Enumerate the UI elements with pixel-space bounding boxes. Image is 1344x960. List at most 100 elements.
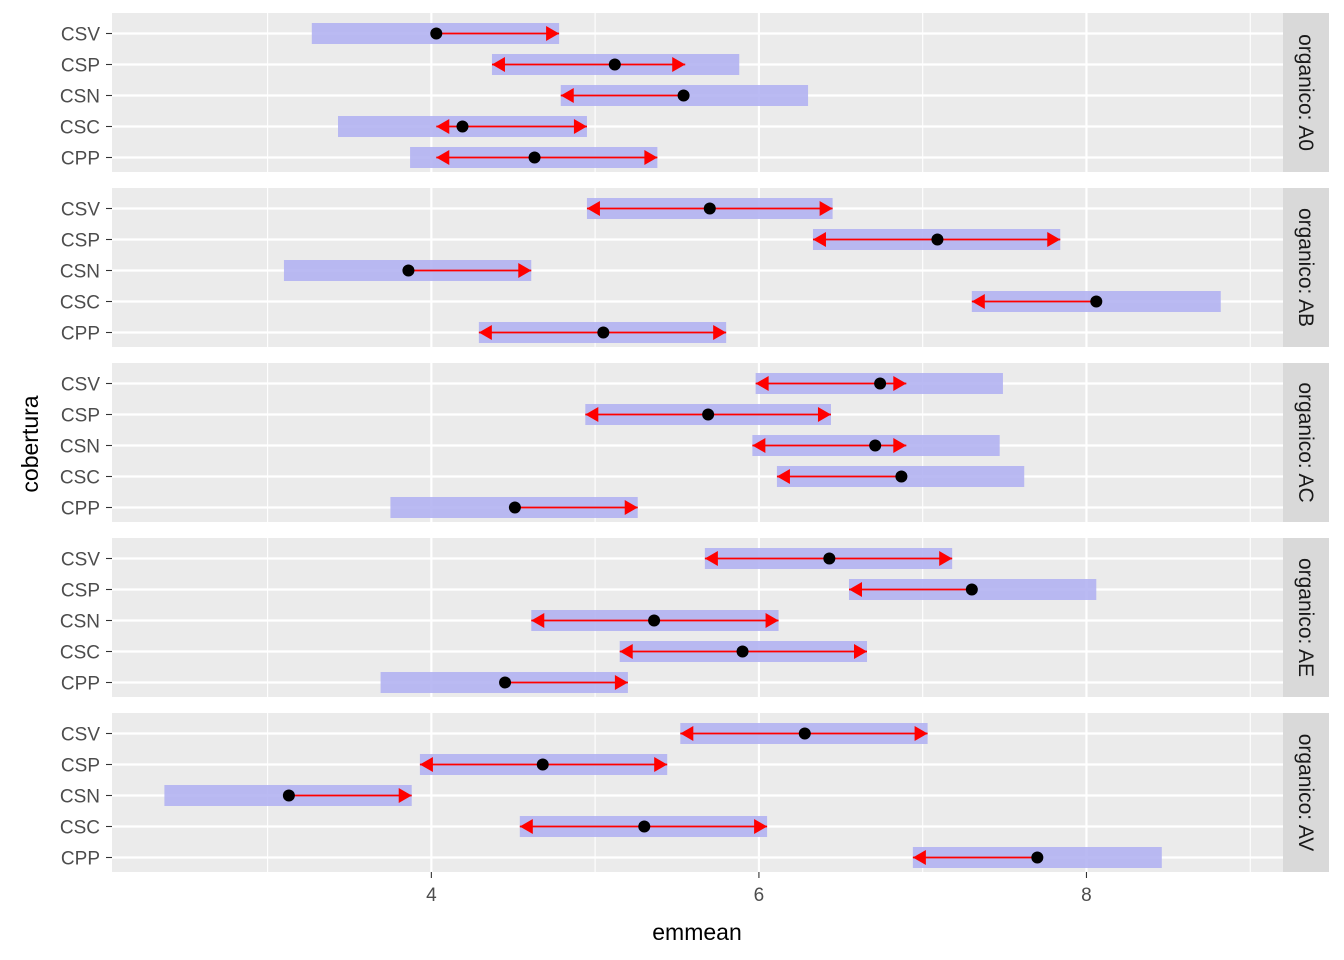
arrow-head-right	[893, 438, 907, 453]
y-tick-label: CSP	[61, 56, 100, 77]
arrow-head-right	[914, 726, 928, 741]
arrow-head-left	[436, 119, 450, 134]
emmean-point	[536, 758, 549, 771]
facet-panel: CSV CSP CSN CSC CPP organico: AB	[60, 188, 1329, 347]
facet-panel: CSV CSP CSN CSC CPP organico: A0	[60, 13, 1329, 172]
facet-strip-label: organico: AC	[1294, 382, 1317, 502]
x-tick-label: 4	[426, 885, 437, 906]
arrow-head-left	[519, 819, 533, 834]
arrow-head-left	[812, 232, 826, 247]
arrow-head-left	[586, 201, 600, 216]
emmean-point	[528, 151, 541, 164]
y-tick-label: CSN	[60, 262, 100, 283]
y-tick-label: CPP	[61, 324, 100, 345]
arrow-head-left	[755, 376, 769, 391]
y-tick-label: CSN	[60, 612, 100, 633]
x-axis-title: emmean	[652, 919, 741, 945]
arrow-head-left	[585, 407, 599, 422]
y-tick-label: CSV	[61, 725, 100, 746]
emmean-point	[638, 820, 651, 833]
emmean-point	[402, 264, 415, 277]
facet-strip	[1283, 363, 1329, 522]
x-axis: 4 6 8	[426, 872, 1092, 906]
emmean-point	[648, 614, 661, 627]
emmean-point	[931, 233, 944, 246]
y-tick-label: CSC	[60, 468, 100, 489]
facet-strip	[1283, 13, 1329, 172]
y-axis-title: cobertura	[17, 395, 43, 492]
arrow-head-left	[704, 551, 718, 566]
y-tick-label: CSN	[60, 87, 100, 108]
emmean-point	[798, 727, 811, 740]
arrow-head-right	[765, 613, 779, 628]
emmean-point	[430, 27, 443, 40]
y-tick-label: CSN	[60, 787, 100, 808]
arrow-head-left	[560, 88, 574, 103]
y-tick-label: CSC	[60, 293, 100, 314]
y-tick-label: CSP	[61, 756, 100, 777]
facet-panel: CSV CSP CSN CSC CPP organico: AV	[60, 713, 1329, 872]
y-tick-label: CPP	[61, 499, 100, 520]
arrow-head-left	[752, 438, 766, 453]
emmean-point	[702, 408, 715, 421]
x-tick-label: 6	[754, 885, 765, 906]
emmean-point	[456, 120, 469, 133]
emmean-point	[677, 89, 690, 102]
emmean-point	[597, 326, 610, 339]
emmean-point	[608, 58, 621, 71]
x-tick-label: 8	[1081, 885, 1092, 906]
arrow-head-right	[672, 57, 686, 72]
arrow-head-left	[436, 150, 450, 165]
arrow-head-left	[619, 644, 633, 659]
arrow-head-right	[939, 551, 953, 566]
facet-strip-label: organico: AB	[1294, 208, 1317, 327]
y-tick-label: CPP	[61, 149, 100, 170]
y-tick-label: CSC	[60, 118, 100, 139]
y-tick-label: CSV	[61, 375, 100, 396]
arrow-head-right	[754, 819, 768, 834]
arrow-head-left	[478, 325, 492, 340]
emmean-point	[895, 470, 908, 483]
facet-panel: CSV CSP CSN CSC CPP organico: AE	[60, 538, 1329, 697]
emmean-point	[1090, 295, 1103, 308]
arrow-head-right	[614, 675, 628, 690]
emmean-point	[1031, 851, 1044, 864]
arrow-head-left	[912, 850, 926, 865]
arrow-head-right	[893, 376, 907, 391]
arrow-head-left	[491, 57, 505, 72]
y-tick-label: CSP	[61, 231, 100, 252]
y-tick-label: CSP	[61, 581, 100, 602]
facet-strip-label: organico: AE	[1294, 558, 1317, 677]
emmean-point	[869, 439, 882, 452]
arrow-head-left	[531, 613, 545, 628]
arrow-head-left	[776, 469, 790, 484]
emmean-point	[282, 789, 295, 802]
arrow-head-left	[680, 726, 694, 741]
arrow-head-right	[654, 757, 668, 772]
y-tick-label: CPP	[61, 674, 100, 695]
emmean-point	[703, 202, 716, 215]
arrow-head-right	[546, 26, 560, 41]
y-tick-label: CSC	[60, 818, 100, 839]
y-tick-label: CSN	[60, 437, 100, 458]
y-tick-label: CSV	[61, 25, 100, 46]
facet-strip	[1283, 538, 1329, 697]
arrow-head-right	[713, 325, 727, 340]
y-tick-label: CSV	[61, 550, 100, 571]
arrow-head-right	[573, 119, 587, 134]
y-tick-label: CSC	[60, 643, 100, 664]
arrow-head-left	[848, 582, 862, 597]
arrow-head-right	[644, 150, 658, 165]
arrow-head-right	[624, 500, 638, 515]
emmean-point	[736, 645, 749, 658]
y-tick-label: CSV	[61, 200, 100, 221]
facet-strip-label: organico: A0	[1294, 34, 1317, 151]
facet-strip	[1283, 188, 1329, 347]
emmean-point	[965, 583, 978, 596]
emmean-point	[508, 501, 521, 514]
facet-panel: CSV CSP CSN CSC CPP organico: AC	[60, 363, 1329, 522]
y-tick-label: CPP	[61, 849, 100, 870]
y-tick-label: CSP	[61, 406, 100, 427]
